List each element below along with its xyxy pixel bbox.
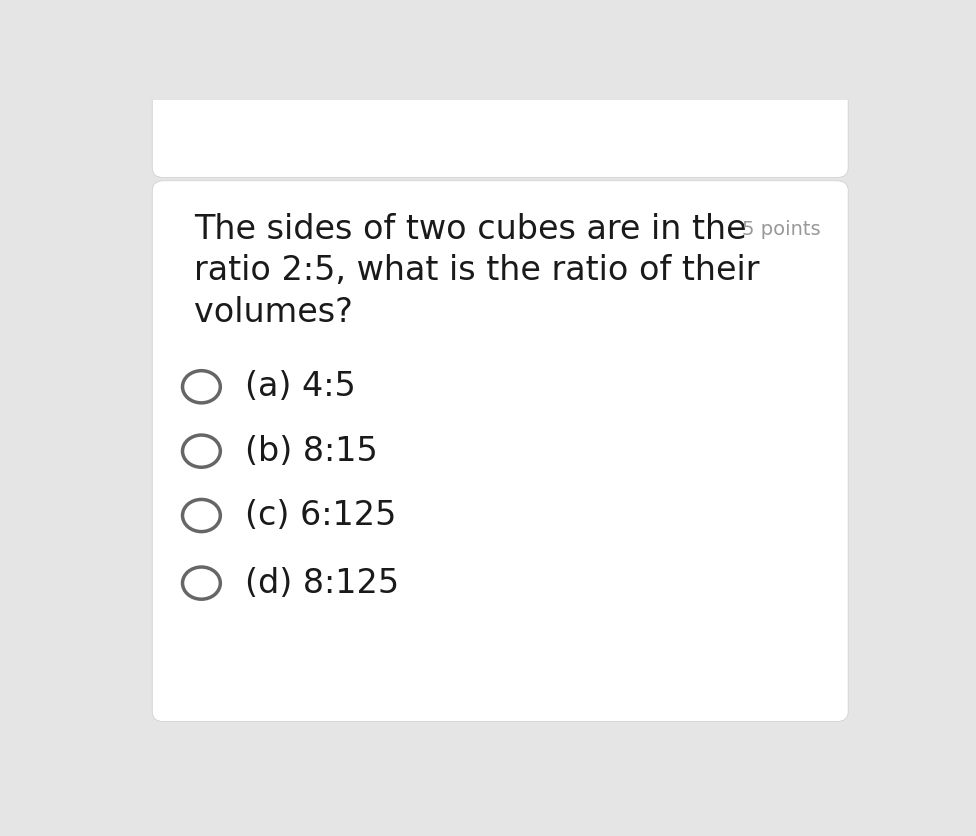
Text: ratio 2:5, what is the ratio of their: ratio 2:5, what is the ratio of their [194,254,759,288]
Text: 5 points: 5 points [742,220,821,238]
Circle shape [183,435,221,467]
FancyBboxPatch shape [152,181,848,721]
Text: The sides of two cubes are in the: The sides of two cubes are in the [194,212,747,246]
Text: (a) 4:5: (a) 4:5 [245,370,356,403]
Text: volumes?: volumes? [194,296,352,329]
Circle shape [183,370,221,403]
Circle shape [183,499,221,532]
Text: (b) 8:15: (b) 8:15 [245,435,378,467]
Text: (c) 6:125: (c) 6:125 [245,499,396,532]
Circle shape [183,567,221,599]
FancyBboxPatch shape [152,74,848,177]
Text: (d) 8:125: (d) 8:125 [245,567,399,599]
